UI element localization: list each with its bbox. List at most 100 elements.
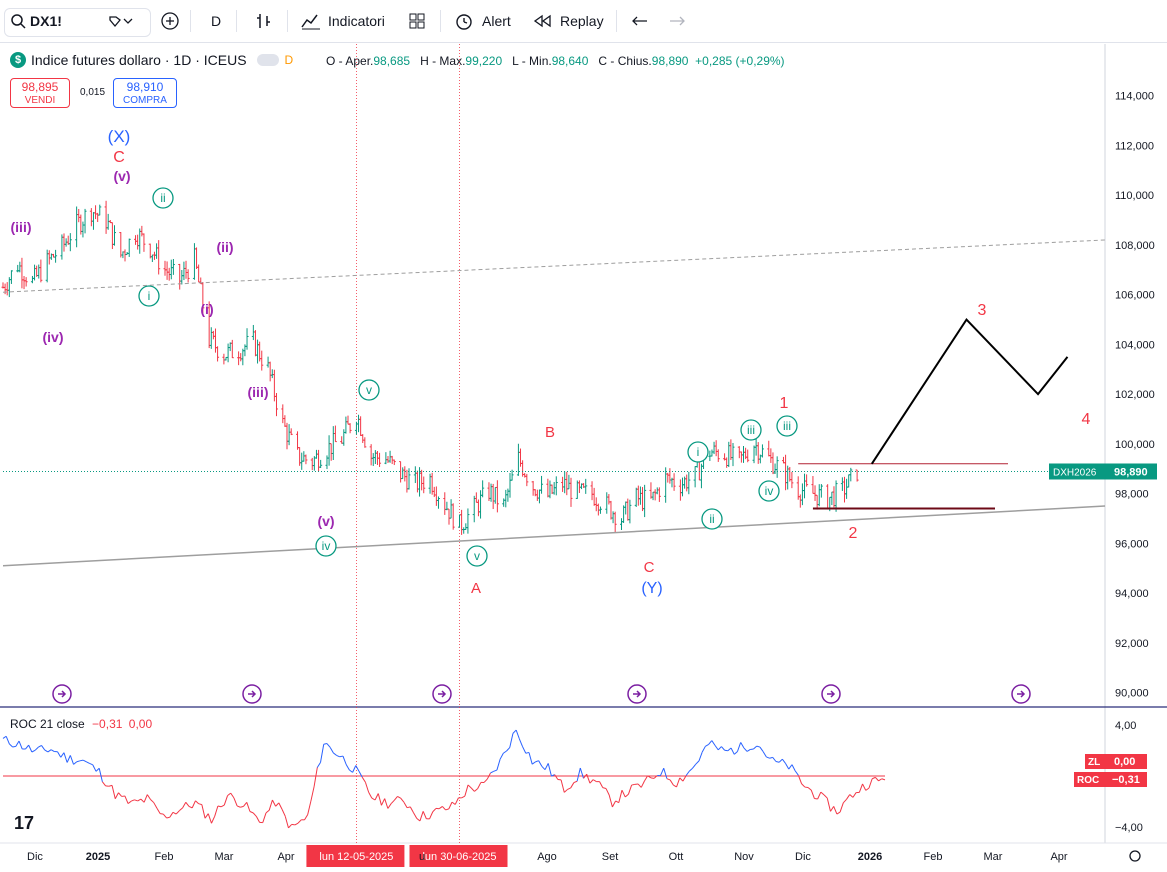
- roc-line-segment: [503, 750, 507, 754]
- layout-icon[interactable]: [408, 0, 426, 42]
- visibility-icon[interactable]: [256, 54, 279, 66]
- roc-line-segment: [416, 817, 421, 822]
- tag-icon[interactable]: [108, 0, 134, 42]
- roc-line-segment: [823, 794, 828, 799]
- roc-line-segment: [381, 798, 386, 806]
- add-symbol-icon[interactable]: [160, 0, 180, 42]
- y-tick-label: 96,000: [1115, 538, 1149, 550]
- roc-line-segment: [95, 767, 100, 772]
- roc-line-segment: [146, 794, 151, 800]
- y-tick-label: 102,000: [1115, 389, 1155, 401]
- roc-line-segment: [387, 803, 392, 809]
- roc-line-segment: [717, 746, 722, 751]
- roc-line-segment: [271, 799, 277, 807]
- roc-line-segment: [454, 797, 459, 805]
- alert-icon[interactable]: [453, 0, 475, 42]
- roc-line-segment: [230, 792, 235, 799]
- roc-line-segment: [826, 797, 831, 812]
- close-label: C - Chius.: [598, 54, 652, 68]
- roc-line-segment: [461, 795, 466, 799]
- roc-line-segment: [18, 740, 23, 750]
- zl-value: 0,00: [1114, 756, 1135, 768]
- roc-line-segment: [541, 765, 546, 771]
- bar-style-icon[interactable]: [255, 0, 273, 42]
- buy-price: 98,910: [126, 80, 164, 94]
- roc-zero: 0,00: [128, 717, 153, 731]
- replay-marker-arrow: [633, 690, 642, 698]
- replay-marker-arrow: [438, 690, 447, 698]
- roc-line-segment: [313, 767, 318, 787]
- symbol-label[interactable]: DX1!: [30, 13, 62, 29]
- indicators-icon[interactable]: [300, 0, 322, 42]
- roc-line-segment: [137, 798, 142, 802]
- roc-line-segment: [531, 761, 536, 765]
- roc-line-segment: [214, 805, 219, 817]
- roc-line-segment: [801, 783, 806, 788]
- roc-line-segment: [377, 793, 382, 806]
- date-flag: lun 12-05-2025: [319, 851, 393, 863]
- roc-line-segment: [509, 733, 514, 748]
- dashed-trendline: [2, 239, 1106, 293]
- roc-legend: ROC 21 close −0,31 0,00: [10, 717, 152, 731]
- roc-line-segment: [262, 812, 267, 823]
- roc-line-segment: [384, 798, 389, 809]
- roc-line-segment: [579, 767, 584, 779]
- roc-line-segment: [108, 784, 113, 787]
- indicators-button[interactable]: Indicatori: [328, 13, 385, 29]
- roc-line-segment: [413, 812, 418, 819]
- x-tick-label: Feb: [155, 851, 174, 863]
- roc-line-segment: [445, 808, 449, 811]
- roc-line-segment: [592, 779, 597, 783]
- currency-selector[interactable]: USD ▾: [1109, 50, 1162, 72]
- sell-button[interactable]: 98,895 VENDI: [10, 78, 70, 108]
- roc-line-segment: [323, 743, 328, 745]
- roc-line-segment: [708, 740, 713, 745]
- roc-line-segment: [352, 765, 357, 773]
- roc-line-segment: [551, 774, 555, 777]
- replay-button[interactable]: Replay: [560, 13, 604, 29]
- roc-line-segment: [333, 752, 337, 756]
- x-tick-label: u: [419, 851, 425, 863]
- y-tick-label: 106,000: [1115, 290, 1155, 302]
- interval-button[interactable]: D: [211, 13, 222, 29]
- open-value: 98,685: [373, 54, 411, 68]
- roc-line-segment: [179, 807, 183, 812]
- sell-label: VENDI: [24, 95, 56, 106]
- symbol-search[interactable]: [4, 8, 151, 37]
- undo-icon[interactable]: [631, 0, 649, 42]
- roc-line-segment: [605, 788, 610, 796]
- wave-label: (X): [108, 127, 131, 146]
- roc-line-segment: [284, 816, 289, 829]
- roc-line-segment: [310, 786, 315, 802]
- roc-line-segment: [781, 758, 786, 764]
- redo-icon[interactable]: [668, 0, 686, 42]
- wave-label: B: [545, 424, 555, 441]
- roc-line-segment: [9, 743, 13, 748]
- replay-icon[interactable]: [533, 0, 553, 42]
- roc-line-segment: [102, 781, 107, 787]
- wave-circle: [152, 187, 174, 209]
- wave-label: (ii): [216, 239, 233, 255]
- roc-line-segment: [797, 775, 803, 784]
- alert-button[interactable]: Alert: [482, 13, 511, 29]
- roc-line-segment: [243, 802, 248, 807]
- replay-marker-arrow: [248, 690, 257, 698]
- roc-line-segment: [714, 745, 719, 751]
- last-price-tag: 98,890: [1114, 466, 1148, 478]
- roc-line-segment: [316, 762, 321, 768]
- roc-line-segment: [470, 787, 475, 792]
- roc-line-segment: [288, 824, 293, 829]
- wave-circle: [466, 545, 488, 567]
- wave-label: (iv): [43, 329, 64, 345]
- y-tick-label: 112,000: [1115, 140, 1154, 152]
- symbol-tag: DXH2026: [1053, 467, 1097, 478]
- roc-line-segment: [611, 800, 617, 808]
- roc-line-segment: [86, 761, 90, 764]
- roc-line-segment: [236, 805, 241, 808]
- roc-line-segment: [438, 806, 443, 810]
- wave-label: iv: [765, 484, 774, 498]
- buy-button[interactable]: 98,910 COMPRA: [113, 78, 177, 108]
- x-tick-label: Set: [602, 851, 619, 863]
- roc-line-segment: [842, 798, 847, 804]
